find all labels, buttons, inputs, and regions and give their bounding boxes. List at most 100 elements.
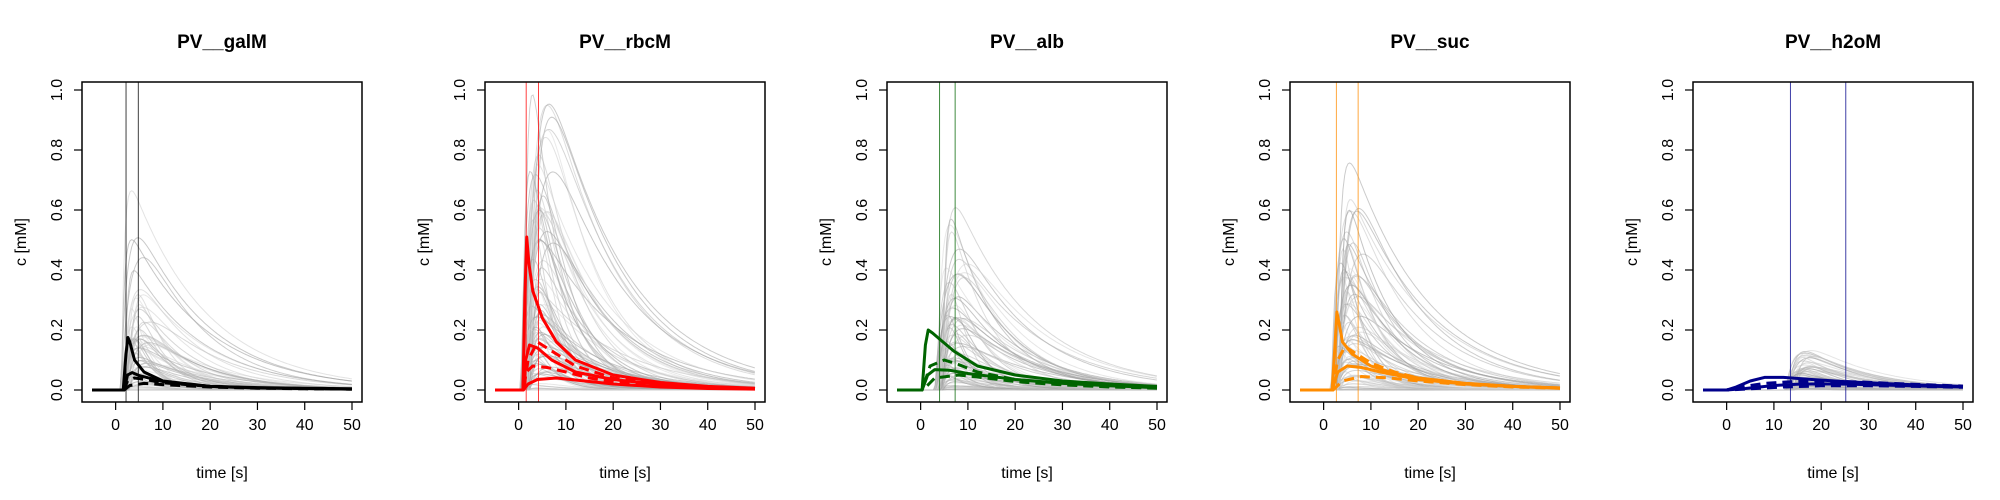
x-tick-label: 40 [699, 417, 717, 434]
y-axis-label: c [mM] [416, 218, 433, 266]
background-curve [1300, 293, 1560, 391]
y-tick-label: 0.2 [854, 319, 871, 341]
background-curve [92, 190, 352, 391]
chart-panel-3: PV__alb 0 10 20 30 40 50 0.0 0.2 0.4 0.6 0.8 1.0 time… [818, 32, 1168, 482]
series-line-4 [1703, 384, 1964, 392]
chart-panel-4: PV__suc 0 10 20 30 40 50 0.0 0.2 0.4 0.6 0.8 1.0 time… [1221, 32, 1571, 482]
series-line-3 [1703, 382, 1964, 392]
x-tick-label: 50 [1551, 417, 1569, 434]
y-tick-label: 1.0 [1257, 79, 1274, 101]
y-tick-label: 0.2 [49, 319, 66, 341]
series-line-1 [897, 328, 1158, 392]
x-tick-label: 50 [343, 417, 361, 434]
plot-area [495, 82, 756, 402]
y-tick-label: 0.0 [1660, 379, 1677, 401]
background-curve [1300, 210, 1560, 391]
y-tick-label: 0.6 [49, 199, 66, 221]
chart-panel-1: PV__galM 0 10 20 30 40 50 0.0 0.2 0.4 0.6 0.8 1.0 tim… [13, 32, 363, 482]
x-axis-label: time [s] [1404, 465, 1456, 482]
y-axis-label: c [mM] [818, 218, 835, 266]
y-tick-label: 0.4 [49, 259, 66, 281]
y-tick-label: 0.4 [1660, 259, 1677, 281]
x-axis-label: time [s] [196, 465, 248, 482]
y-axis-label: c [mM] [13, 218, 30, 266]
background-curve [1300, 210, 1560, 391]
plot-frame [1289, 81, 1571, 403]
y-axis-label: c [mM] [1221, 218, 1238, 266]
plot-frame [484, 81, 766, 403]
background-curve [897, 374, 1157, 391]
plot-area [92, 82, 353, 402]
y-tick-label: 1.0 [49, 79, 66, 101]
plot-frame [1692, 81, 1974, 403]
y-tick-label: 0.6 [854, 199, 871, 221]
x-axis-label: time [s] [599, 465, 651, 482]
y-tick-label: 0.6 [452, 199, 469, 221]
background-curve [897, 272, 1157, 391]
y-tick-label: 0.8 [1660, 139, 1677, 161]
chart-panel-2: PV__rbcM 0 10 20 30 40 50 0.0 0.2 0.4 0.6 0.8 1.0 tim… [416, 32, 766, 482]
x-tick-label: 40 [1101, 417, 1119, 434]
y-tick-label: 0.0 [452, 379, 469, 401]
y-tick-label: 0.0 [49, 379, 66, 401]
background-curve [92, 289, 352, 391]
y-tick-label: 0.8 [49, 139, 66, 161]
chart-title: PV__alb [990, 32, 1064, 53]
y-tick-label: 0.2 [1660, 319, 1677, 341]
y-tick-label: 0.8 [854, 139, 871, 161]
x-axis-label: time [s] [1807, 465, 1859, 482]
y-tick-label: 0.6 [1660, 199, 1677, 221]
y-tick-label: 0.2 [1257, 319, 1274, 341]
x-tick-label: 30 [1457, 417, 1475, 434]
chart-title: PV__suc [1390, 32, 1470, 53]
background-curve [92, 237, 352, 391]
x-tick-label: 20 [1006, 417, 1024, 434]
background-curve [897, 224, 1157, 391]
plot-frame [886, 81, 1168, 403]
x-tick-label: 0 [111, 417, 120, 434]
y-tick-label: 1.0 [1660, 79, 1677, 101]
y-tick-label: 0.4 [854, 259, 871, 281]
x-tick-label: 10 [1362, 417, 1380, 434]
x-tick-label: 40 [1907, 417, 1925, 434]
x-tick-label: 20 [201, 417, 219, 434]
series-line-2 [1703, 379, 1964, 392]
y-tick-label: 0.8 [1257, 139, 1274, 161]
y-tick-label: 0.0 [1257, 379, 1274, 401]
x-tick-label: 10 [1765, 417, 1783, 434]
plot-area [1703, 82, 1964, 402]
x-tick-label: 0 [1319, 417, 1328, 434]
x-tick-label: 20 [604, 417, 622, 434]
plot-frame [81, 81, 363, 403]
x-tick-label: 40 [296, 417, 314, 434]
x-tick-label: 50 [1148, 417, 1166, 434]
background-curve [1300, 383, 1560, 391]
plot-area [1300, 82, 1561, 402]
y-tick-label: 0.4 [1257, 259, 1274, 281]
y-tick-label: 0.2 [452, 319, 469, 341]
chart-title: PV__rbcM [579, 32, 671, 53]
x-axis-label: time [s] [1001, 465, 1053, 482]
y-tick-label: 0.4 [452, 259, 469, 281]
y-tick-label: 0.6 [1257, 199, 1274, 221]
x-tick-label: 0 [1722, 417, 1731, 434]
y-tick-label: 0.8 [452, 139, 469, 161]
x-tick-label: 40 [1504, 417, 1522, 434]
plot-area [897, 82, 1158, 402]
x-tick-label: 30 [1860, 417, 1878, 434]
background-curve [92, 257, 352, 391]
x-tick-label: 0 [514, 417, 523, 434]
background-curve [1300, 162, 1560, 391]
chart-panel-5: PV__h2oM 0 10 20 30 40 50 0.0 0.2 0.4 0.6 0.8 1.0 tim… [1624, 32, 1974, 482]
background-curve [897, 328, 1157, 391]
y-tick-label: 0.0 [854, 379, 871, 401]
y-tick-label: 1.0 [854, 79, 871, 101]
x-tick-label: 30 [1054, 417, 1072, 434]
background-curve [1300, 243, 1560, 391]
x-tick-label: 0 [916, 417, 925, 434]
x-tick-label: 50 [1954, 417, 1972, 434]
background-curve [92, 308, 352, 391]
x-tick-label: 30 [652, 417, 670, 434]
x-tick-label: 10 [959, 417, 977, 434]
